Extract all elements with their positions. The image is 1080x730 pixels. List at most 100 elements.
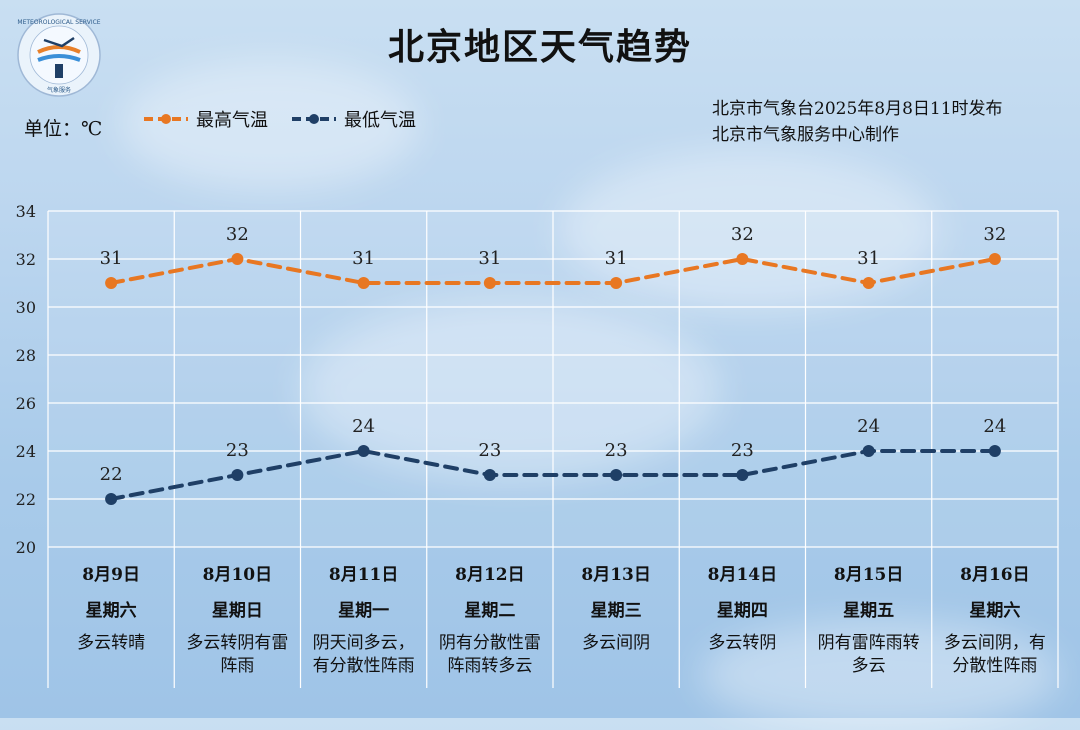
weather-description: 多云间阴 <box>553 632 679 655</box>
x-tick-date-line: 8月15日 <box>833 565 904 585</box>
x-tick-weekday-line: 星期日 <box>211 601 263 621</box>
legend-high-marker <box>144 114 188 124</box>
x-tick-weekday: 星期三 <box>553 596 679 621</box>
x-tick-date-line: 8月9日 <box>82 565 140 585</box>
data-label-high: 31 <box>100 248 123 269</box>
weather-description-line: 阵雨转多云 <box>447 656 533 676</box>
y-tick-label: 34 <box>16 202 36 221</box>
weather-description-line: 多云转晴 <box>77 633 146 653</box>
x-tick-weekday: 星期一 <box>301 596 427 621</box>
data-label-low: 24 <box>857 416 880 437</box>
data-label-low: 24 <box>352 416 375 437</box>
y-tick-label: 32 <box>16 250 36 269</box>
x-tick-date-line: 8月11日 <box>328 565 399 585</box>
weather-description: 阴有分散性雷 阵雨转多云 <box>427 632 553 678</box>
data-label-high: 31 <box>857 248 880 269</box>
data-point-high <box>736 253 749 265</box>
data-point-high <box>357 277 370 289</box>
x-tick-date-line: 8月16日 <box>960 565 1030 585</box>
data-point-high <box>610 277 623 289</box>
data-label-low: 24 <box>983 416 1006 437</box>
svg-text:气象服务: 气象服务 <box>47 86 71 94</box>
weather-description-line: 分散性阵雨 <box>952 656 1038 676</box>
weather-description-line: 有分散性阵雨 <box>312 656 415 676</box>
x-tick-weekday-line: 星期四 <box>716 601 768 621</box>
weather-description: 多云转晴 <box>48 632 174 655</box>
page-title: 北京地区天气趋势 <box>387 26 692 68</box>
series-line-low <box>109 448 997 501</box>
x-tick-weekday: 星期六 <box>48 596 174 621</box>
weather-description-line: 阴有分散性雷 <box>438 633 541 653</box>
weather-description: 阴天间多云， 有分散性阵雨 <box>301 632 427 678</box>
data-point-high <box>105 277 118 289</box>
x-tick-date: 8月13日 <box>553 560 679 585</box>
data-point-low <box>736 469 749 481</box>
data-label-high: 32 <box>731 224 754 245</box>
x-tick-weekday-line: 星期六 <box>969 601 1021 621</box>
x-tick-date: 8月16日 <box>932 560 1058 585</box>
weather-description-line: 多云转阴 <box>708 633 777 653</box>
weather-description-line: 阵雨 <box>220 656 255 676</box>
data-label-low: 23 <box>605 440 628 461</box>
x-tick-date-line: 8月10日 <box>202 565 273 585</box>
data-label-high: 31 <box>478 248 501 269</box>
data-label-low: 23 <box>731 440 754 461</box>
weather-description: 阴有雷阵雨转 多云 <box>806 632 932 678</box>
y-tick-label: 24 <box>16 442 36 461</box>
legend-high-label: 最高气温 <box>196 110 268 131</box>
issuer-line-1: 北京市气象台2025年8月8日11时发布 <box>712 99 1003 119</box>
data-point-low <box>357 445 370 457</box>
issuer-line-2: 北京市气象服务中心制作 <box>712 125 899 145</box>
weather-description: 多云转阴 <box>679 632 805 655</box>
y-tick-label: 30 <box>16 298 36 317</box>
data-label-high: 32 <box>226 224 249 245</box>
x-tick-date: 8月10日 <box>174 560 300 585</box>
y-tick-label: 28 <box>16 346 36 365</box>
legend-low: 最低气温 <box>290 106 416 132</box>
data-point-low <box>862 445 875 457</box>
weather-description-line: 多云间阴 <box>582 633 651 653</box>
y-tick-label: 26 <box>16 394 36 413</box>
data-label-low: 22 <box>100 464 123 485</box>
data-point-high <box>988 253 1001 265</box>
weather-description-line: 多云 <box>851 656 886 676</box>
y-tick-label: 22 <box>16 490 36 509</box>
x-tick-date: 8月15日 <box>806 560 932 585</box>
x-tick-weekday-line: 星期二 <box>464 601 516 621</box>
x-tick-date: 8月14日 <box>679 560 805 585</box>
x-tick-weekday-line: 星期五 <box>843 601 895 621</box>
data-point-high <box>862 277 875 289</box>
data-label-high: 32 <box>983 224 1006 245</box>
legend-low-label: 最低气温 <box>344 110 416 131</box>
x-tick-date: 8月12日 <box>427 560 553 585</box>
weather-description: 多云转阴有雷 阵雨 <box>174 632 300 678</box>
x-tick-weekday: 星期五 <box>806 596 932 621</box>
weather-description-line: 阴天间多云， <box>312 633 415 653</box>
unit-label: 单位：℃ <box>24 118 103 140</box>
x-tick-weekday: 星期六 <box>932 596 1058 621</box>
data-point-low <box>105 493 118 505</box>
issuer-info: 北京市气象台2025年8月8日11时发布 北京市气象服务中心制作 <box>712 96 1003 148</box>
x-tick-weekday: 星期二 <box>427 596 553 621</box>
x-tick-weekday-line: 星期六 <box>85 601 137 621</box>
x-tick-weekday: 星期四 <box>679 596 805 621</box>
svg-text:METEOROLOGICAL SERVICE: METEOROLOGICAL SERVICE <box>17 19 100 26</box>
data-point-low <box>610 469 623 481</box>
cloud-decoration <box>120 60 420 190</box>
data-point-low <box>988 445 1001 457</box>
cloud-decoration <box>560 150 940 310</box>
legend-high: 最高气温 <box>142 106 268 132</box>
x-tick-date: 8月9日 <box>48 560 174 585</box>
data-point-high <box>231 253 244 265</box>
x-tick-weekday-line: 星期一 <box>338 601 390 621</box>
series-line-high <box>109 256 997 286</box>
weather-description: 多云间阴，有 分散性阵雨 <box>932 632 1058 678</box>
data-label-high: 31 <box>352 248 375 269</box>
data-label-low: 23 <box>226 440 249 461</box>
data-label-high: 31 <box>605 248 628 269</box>
data-point-low <box>483 469 496 481</box>
data-label-low: 23 <box>478 440 501 461</box>
x-tick-date-line: 8月12日 <box>455 565 525 585</box>
weather-description-line: 多云转阴有雷 <box>186 633 289 653</box>
